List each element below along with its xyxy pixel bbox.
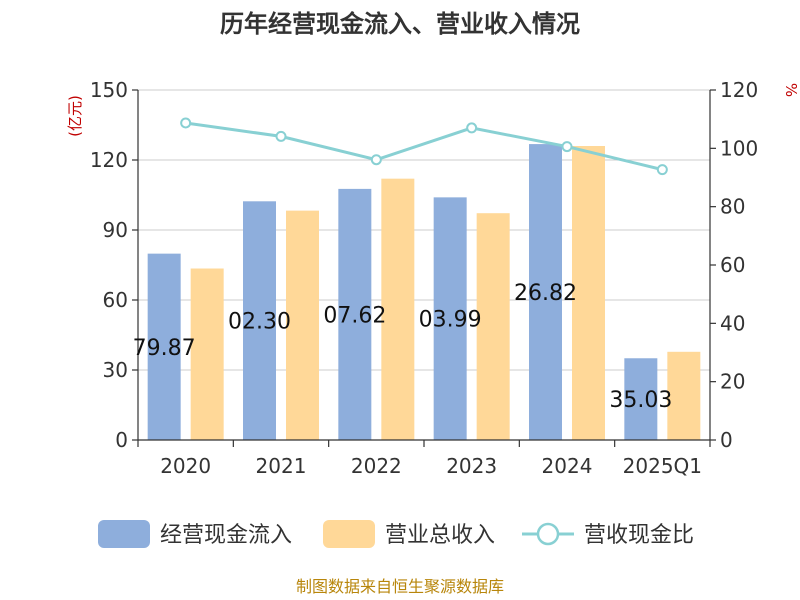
legend-marker-ratio (536, 522, 560, 546)
cash-inflow-bar (433, 197, 467, 440)
x-axis-tick-label: 2024 (542, 454, 593, 478)
ratio-line-point (656, 164, 668, 176)
legend-swatch-revenue (323, 520, 375, 548)
revenue-bar (572, 146, 605, 440)
cash-inflow-data-label: 03.99 (419, 308, 482, 333)
right-axis-tick-label: 120 (720, 78, 758, 102)
axes: 0 30 60 90 120 150 0 20 40 60 80 100 120 2020 2021 2022… (90, 78, 758, 478)
cash-inflow-data-label: 26.82 (514, 281, 577, 306)
right-axis-tick-label: 40 (720, 311, 745, 335)
x-axis-tick-label: 2023 (446, 454, 497, 478)
bars (147, 144, 701, 440)
x-axis-tick-label: 2025Q1 (623, 454, 702, 478)
ratio-line (180, 117, 668, 176)
legend-swatch-cash-inflow (98, 520, 150, 548)
data-labels: 79.87 02.30 07.62 03.99 26.82 35.03 (133, 281, 673, 413)
chart-title: 历年经营现金流入、营业收入情况 (220, 10, 580, 38)
ratio-line-point (466, 122, 478, 134)
source-note: 制图数据来自恒生聚源数据库 (296, 577, 504, 596)
legend-label-revenue: 营业总收入 (385, 523, 495, 548)
right-axis-tick-label: 0 (720, 428, 733, 452)
cash-inflow-data-label: 07.62 (323, 303, 386, 328)
right-axis-tick-label: 20 (720, 370, 745, 394)
ratio-line-path (185, 121, 663, 172)
ratio-line-point (370, 154, 382, 166)
left-axis-tick-label: 0 (115, 428, 128, 452)
ratio-line-point (561, 141, 573, 153)
left-axis-tick-label: 90 (103, 218, 128, 242)
cash-inflow-bar (529, 144, 562, 440)
left-axis-tick-label: 150 (90, 78, 128, 102)
grid-lines (138, 89, 710, 371)
legend: 经营现金流入 营业总收入 营收现金比 (98, 520, 694, 548)
x-axis-tick-label: 2020 (160, 454, 211, 478)
right-axis-unit: % (782, 83, 800, 97)
revenue-bar (190, 268, 224, 440)
cash-inflow-data-label: 35.03 (609, 388, 672, 413)
right-axis-tick-label: 100 (720, 136, 758, 160)
cash-inflow-data-label: 79.87 (133, 336, 196, 361)
left-axis-tick-label: 30 (103, 358, 128, 382)
left-axis-tick-label: 60 (103, 288, 128, 312)
cash-inflow-data-label: 02.30 (228, 310, 291, 335)
cash-inflow-bar (624, 358, 658, 440)
legend-label-ratio: 营收现金比 (584, 523, 694, 548)
x-axis-tick-label: 2022 (351, 454, 402, 478)
ratio-line-point (275, 130, 287, 142)
revenue-bar (476, 213, 510, 440)
right-axis-tick-label: 60 (720, 253, 745, 277)
cash-inflow-bar (338, 188, 372, 440)
revenue-bar (286, 210, 319, 440)
x-axis-tick-label: 2021 (256, 454, 307, 478)
left-axis-tick-label: 120 (90, 148, 128, 172)
right-axis-tick-label: 80 (720, 195, 745, 219)
legend-label-cash-inflow: 经营现金流入 (160, 523, 292, 548)
cash-inflow-bar (243, 201, 276, 440)
revenue-bar (667, 351, 701, 440)
left-axis-unit: (亿元) (66, 95, 84, 137)
cash-inflow-bar (147, 253, 181, 440)
revenue-bar (381, 178, 415, 440)
ratio-line-point (180, 117, 192, 129)
